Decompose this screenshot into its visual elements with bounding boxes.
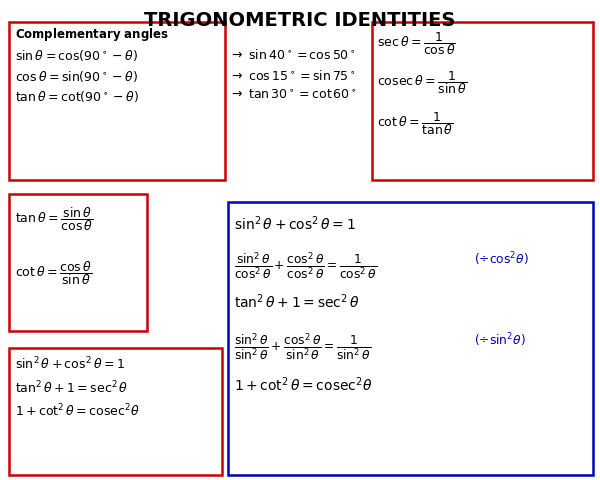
Text: $\tan^2\theta + 1 = \sec^2\theta$: $\tan^2\theta + 1 = \sec^2\theta$: [234, 293, 359, 312]
Text: $\cos\theta = \sin(90^\circ - \theta)$: $\cos\theta = \sin(90^\circ - \theta)$: [15, 69, 138, 84]
Text: $\tan\theta = \dfrac{\sin\theta}{\cos\theta}$: $\tan\theta = \dfrac{\sin\theta}{\cos\th…: [15, 205, 93, 233]
Text: $\sec\theta = \dfrac{1}{\cos\theta}$: $\sec\theta = \dfrac{1}{\cos\theta}$: [377, 30, 455, 57]
Text: $\cot\theta = \dfrac{1}{\tan\theta}$: $\cot\theta = \dfrac{1}{\tan\theta}$: [377, 110, 454, 137]
Text: $\tan\theta = \cot(90^\circ - \theta)$: $\tan\theta = \cot(90^\circ - \theta)$: [15, 89, 139, 104]
FancyBboxPatch shape: [9, 22, 225, 180]
FancyBboxPatch shape: [9, 348, 222, 475]
Text: $\dfrac{\sin^2\theta}{\sin^2\theta} + \dfrac{\cos^2\theta}{\sin^2\theta} = \dfra: $\dfrac{\sin^2\theta}{\sin^2\theta} + \d…: [234, 331, 371, 363]
Text: $1 + \cot^2\theta = \mathrm{cosec}^2\theta$: $1 + \cot^2\theta = \mathrm{cosec}^2\the…: [234, 375, 373, 394]
Text: $\rightarrow\ \cos 15^\circ = \sin 75^\circ$: $\rightarrow\ \cos 15^\circ = \sin 75^\c…: [229, 69, 356, 83]
Text: $\cot\theta = \dfrac{\cos\theta}{\sin\theta}$: $\cot\theta = \dfrac{\cos\theta}{\sin\th…: [15, 259, 92, 287]
FancyBboxPatch shape: [9, 194, 147, 331]
Text: $\tan^2\theta + 1 = \sec^2\theta$: $\tan^2\theta + 1 = \sec^2\theta$: [15, 379, 128, 396]
Text: $\sin^2\theta + \cos^2\theta = 1$: $\sin^2\theta + \cos^2\theta = 1$: [234, 215, 356, 233]
Text: $\sin^2\theta + \cos^2\theta = 1$: $\sin^2\theta + \cos^2\theta = 1$: [15, 356, 125, 373]
Text: $\dfrac{\sin^2\theta}{\cos^2\theta} + \dfrac{\cos^2\theta}{\cos^2\theta} = \dfra: $\dfrac{\sin^2\theta}{\cos^2\theta} + \d…: [234, 251, 377, 282]
Text: $1 + \cot^2\theta = \mathrm{cosec}^2\theta$: $1 + \cot^2\theta = \mathrm{cosec}^2\the…: [15, 402, 140, 419]
Text: $(\div\sin^2\!\theta)$: $(\div\sin^2\!\theta)$: [474, 331, 526, 349]
FancyBboxPatch shape: [372, 22, 593, 180]
FancyBboxPatch shape: [228, 202, 593, 475]
Text: $\rightarrow\ \sin 40^\circ = \cos 50^\circ$: $\rightarrow\ \sin 40^\circ = \cos 50^\c…: [229, 48, 356, 62]
Text: $\mathbf{Complementary\ angles}$: $\mathbf{Complementary\ angles}$: [15, 26, 169, 43]
Text: $(\div\cos^2\!\theta)$: $(\div\cos^2\!\theta)$: [474, 251, 529, 268]
Text: $\sin\theta = \cos(90^\circ - \theta)$: $\sin\theta = \cos(90^\circ - \theta)$: [15, 48, 138, 63]
Text: $\rightarrow\ \tan 30^\circ = \cot 60^\circ$: $\rightarrow\ \tan 30^\circ = \cot 60^\c…: [229, 89, 357, 102]
Text: TRIGONOMETRIC IDENTITIES: TRIGONOMETRIC IDENTITIES: [145, 11, 455, 30]
Text: $\mathrm{cosec}\,\theta = \dfrac{1}{\sin\theta}$: $\mathrm{cosec}\,\theta = \dfrac{1}{\sin…: [377, 69, 467, 96]
